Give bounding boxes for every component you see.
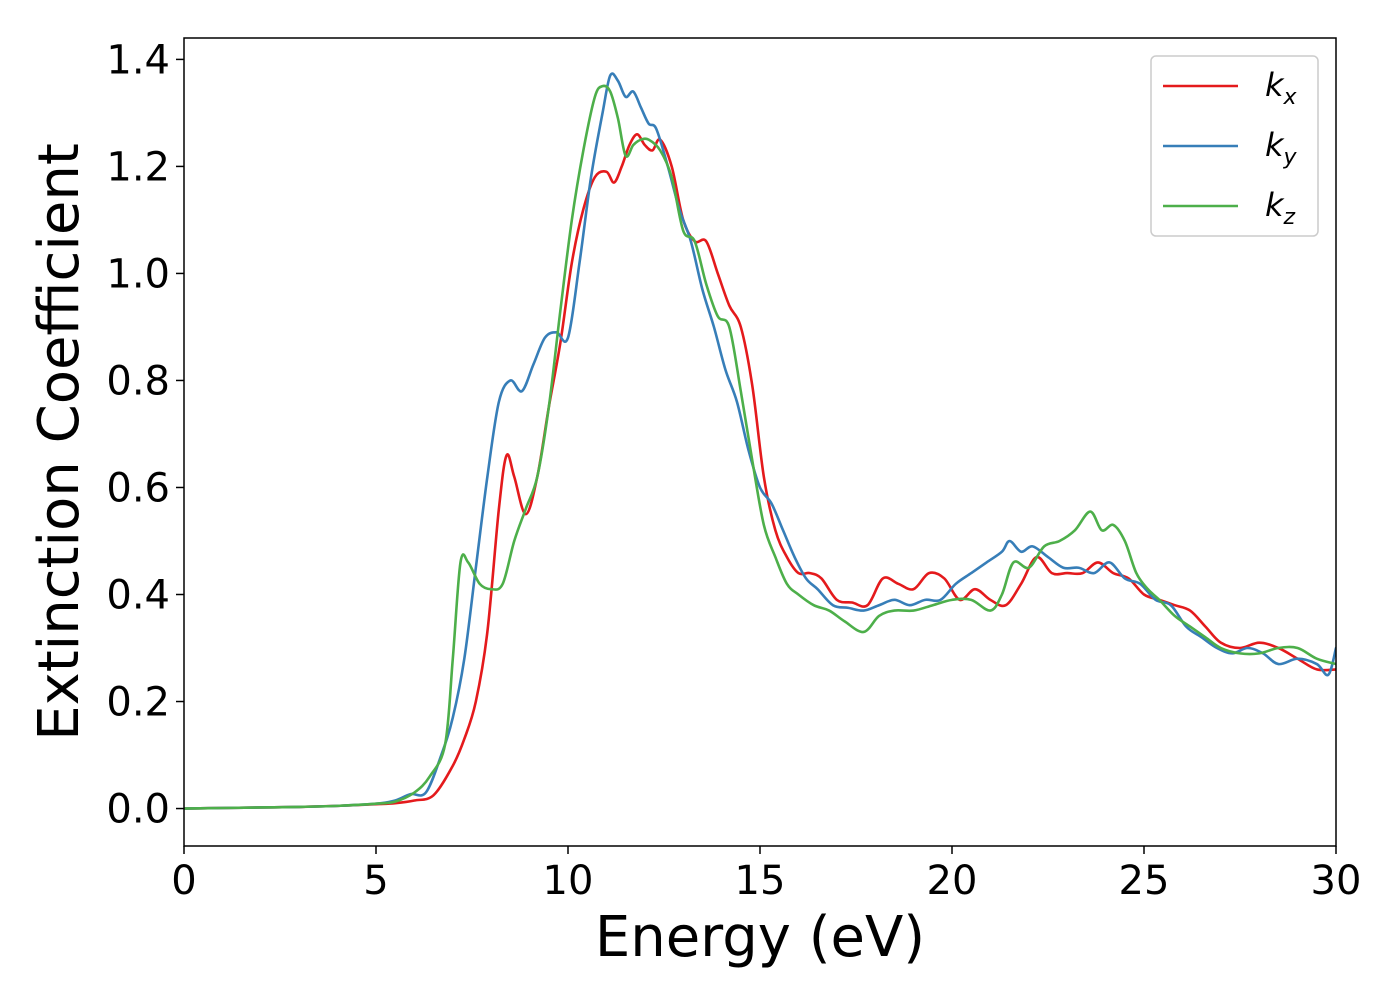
legend-label-z: kz [1265,186,1296,230]
y-tick-label: 1.0 [106,251,170,297]
y-tick-label: 0.0 [106,787,170,833]
x-tick-label: 0 [171,858,196,904]
legend-label-y: ky [1265,126,1298,170]
x-tick-label: 10 [543,858,594,904]
series-layer [184,72,1336,810]
legend-label-base: k [1265,126,1285,164]
y-tick-label: 1.2 [106,144,170,190]
x-tick-label: 20 [927,858,978,904]
legend-label-x: kx [1265,66,1298,110]
y-tick-label: 0.2 [106,680,170,726]
legend-label-subscript: z [1283,205,1296,230]
y-tick-label: 1.4 [106,37,170,83]
x-axis-label: Energy (eV) [595,905,925,970]
x-tick-label: 25 [1119,858,1170,904]
legend-label-subscript: x [1283,85,1298,110]
series-line-y [184,72,1336,810]
x-tick-label: 5 [363,858,388,904]
y-tick-label: 0.6 [106,465,170,511]
legend-label-base: k [1265,66,1285,104]
series-line-z [184,84,1336,810]
y-axis-label: Extinction Coefficient [27,143,92,741]
legend-label-base: k [1265,186,1285,224]
y-tick-label: 0.8 [106,358,170,404]
series-line-x [184,133,1336,810]
y-axis: 0.0 0.2 0.4 0.6 0.8 1.0 1.2 1.4 [106,37,184,833]
x-axis: 0 5 10 15 20 25 30 [171,846,1361,904]
y-tick-label: 0.4 [106,573,170,619]
legend-label-subscript: y [1283,145,1298,170]
x-tick-label: 30 [1311,858,1362,904]
x-tick-label: 15 [735,858,786,904]
